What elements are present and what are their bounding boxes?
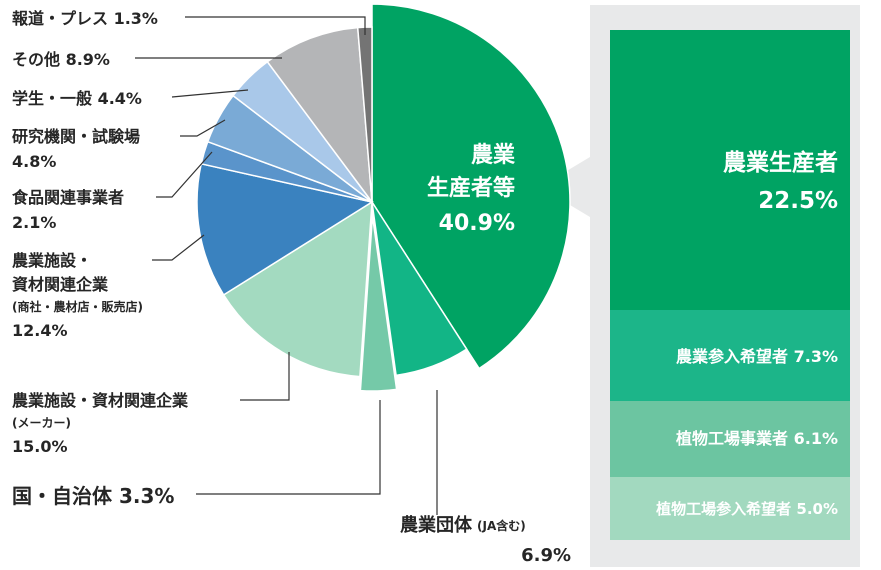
- label-dealer-line-3: (商社・農材店・販売店): [12, 299, 143, 314]
- label-research-line-1: 研究機関・試験場: [12, 127, 140, 146]
- breakdown-segment-4: [610, 477, 850, 540]
- leader-line-dealer: [152, 234, 205, 261]
- slice-agri-producers: [371, 3, 571, 370]
- outer-labels: 報道・プレス 1.3% その他 8.9% 学生・一般 4.4% 研究機関・試験場…: [11, 9, 571, 566]
- center-label-value: 40.9%: [439, 211, 515, 236]
- label-dealer-line-4: 12.4%: [12, 321, 68, 340]
- label-press: 報道・プレス 1.3%: [12, 9, 158, 28]
- pie-slices: [196, 3, 571, 392]
- label-student: 学生・一般 4.4%: [12, 89, 142, 108]
- label-maker-line-3: 15.0%: [12, 437, 68, 456]
- breakdown-label-3: 植物工場事業者 6.1%: [675, 429, 838, 448]
- slice-ja: [371, 201, 468, 377]
- label-ja-line-3: 6.9%: [521, 545, 571, 566]
- breakdown-label-2: 農業参入希望者 7.3%: [676, 347, 838, 366]
- breakdown-label-1: 農業生産者: [723, 149, 838, 176]
- center-label-line-2: 生産者等: [427, 175, 515, 201]
- label-food-line-1: 食品関連事業者: [11, 188, 124, 207]
- leader-line-gov: [196, 400, 381, 495]
- slice-maker: [222, 200, 373, 378]
- leader-line-press: [185, 16, 366, 35]
- label-food-line-2: 2.1%: [12, 213, 56, 232]
- breakdown-segment-2: [610, 310, 850, 401]
- breakdown-segment-1: [610, 30, 850, 310]
- label-research-line-2: 4.8%: [12, 152, 56, 171]
- leader-line-maker: [240, 352, 290, 401]
- leader-line-research: [180, 119, 226, 137]
- breakdown-label-4: 植物工場参入希望者 5.0%: [656, 500, 838, 518]
- label-dealer-line-1: 農業施設・: [12, 251, 92, 270]
- label-ja-line-2: (JA含む): [477, 518, 526, 533]
- leader-line-student: [171, 89, 249, 98]
- slice-other: [266, 26, 373, 205]
- label-gov: 国・自治体 3.3%: [12, 484, 174, 508]
- label-maker-line-1: 農業施設・資材関連企業: [12, 391, 189, 410]
- label-ja-line-1: 農業団体: [400, 514, 473, 536]
- center-label-line-1: 農業: [471, 143, 516, 168]
- breakdown-segment-3: [610, 401, 850, 477]
- label-other: その他 8.9%: [12, 50, 110, 69]
- label-dealer-line-2: 資材関連企業: [12, 275, 109, 294]
- slice-gov: [359, 215, 398, 392]
- breakdown-value-1: 22.5%: [758, 188, 838, 214]
- leader-line-food: [156, 151, 213, 198]
- slice-dealer: [196, 162, 374, 296]
- leader-lines: [135, 16, 438, 515]
- label-maker-line-2: (メーカー): [12, 416, 71, 430]
